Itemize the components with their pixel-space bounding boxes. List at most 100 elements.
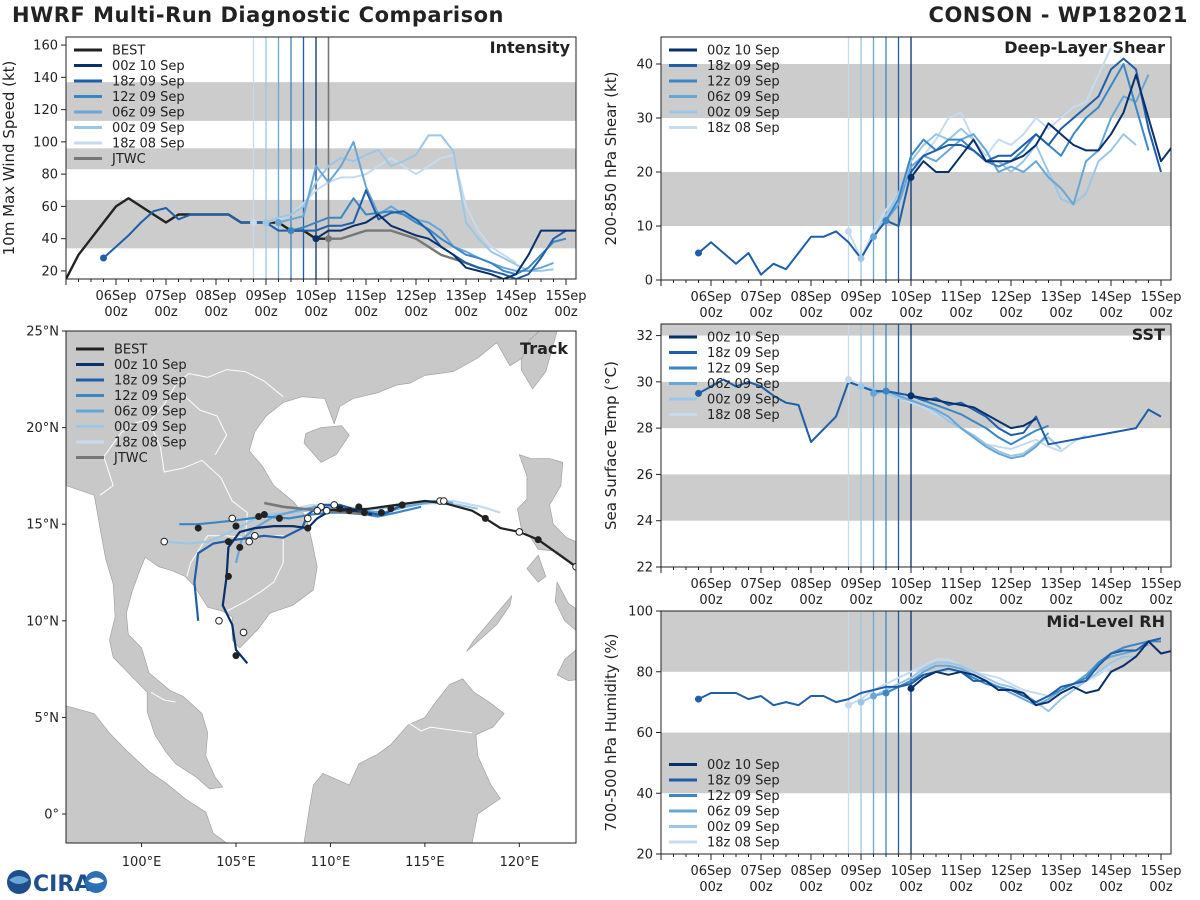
intensity-ytick-label-7: 160 <box>33 39 58 54</box>
intensity-xtick-label-hour-3: 00z <box>254 305 278 320</box>
rh-ytick-label-1: 40 <box>636 787 653 802</box>
shear-xtick-label-hour-9: 00z <box>1149 306 1173 321</box>
sst-xtick-label-hour-4: 00z <box>899 593 923 608</box>
track-frame <box>65 330 577 844</box>
intensity-init-dot-4 <box>262 219 270 227</box>
shear-ytick-label-4: 40 <box>636 58 653 73</box>
shear-ytick-label-3: 30 <box>636 112 653 127</box>
intensity-init-dot-5 <box>250 219 257 227</box>
track-lon-label-0: 100°E <box>122 855 162 870</box>
intensity-ytick-label-4: 100 <box>33 135 58 150</box>
rh-xtick-label-day-1: 07Sep <box>740 864 781 879</box>
sst-xtick-label-day-5: 11Sep <box>940 577 981 592</box>
rh-xtick-label-day-4: 10Sep <box>890 864 931 879</box>
shear-init-dot-4 <box>857 254 865 262</box>
best-point-1 <box>534 536 542 544</box>
rh-series-0 <box>910 640 1171 707</box>
track-point-0 <box>224 572 232 580</box>
intensity-legend-label-2: 18z 09 Sep <box>112 75 185 90</box>
sst-init-dot-0 <box>907 392 915 400</box>
shear-frame <box>660 36 1172 281</box>
intensity-xtick-label-day-4: 10Sep <box>295 289 336 304</box>
intensity-panel: 2040608010012014016006Sep00z07Sep00z08Se… <box>0 36 587 320</box>
country-border-2 <box>182 394 228 455</box>
track-lat-label-5: 25°N <box>26 325 59 340</box>
track-lat-label-2: 10°N <box>26 614 59 629</box>
rh-legend-label-0: 00z 10 Sep <box>707 758 780 773</box>
shear-init-dot-1 <box>695 249 702 257</box>
shear-xtick-label-hour-3: 00z <box>849 306 873 321</box>
rh-plot-area <box>661 611 1171 854</box>
shear-legend-label-4: 00z 09 Sep <box>707 106 780 121</box>
intensity-ytick-label-2: 60 <box>41 200 58 215</box>
track-map-area <box>66 331 576 843</box>
sst-title: SST <box>1132 325 1165 344</box>
intensity-legend-label-5: 00z 09 Sep <box>112 121 185 136</box>
track-lat-label-1: 5°N <box>35 711 60 726</box>
track-point-6 <box>275 514 283 522</box>
intensity-xtick-label-day-2: 08Sep <box>195 289 236 304</box>
track-point-4 <box>194 524 202 532</box>
shear-init-dot-2 <box>882 217 890 225</box>
sst-xtick-label-day-3: 09Sep <box>840 577 881 592</box>
intensity-legend-label-7: JTWC <box>111 152 146 167</box>
track-point-10 <box>232 522 240 530</box>
land-mass-3 <box>303 425 350 463</box>
best-point-6 <box>304 524 312 532</box>
rh-xtick-label-day-0: 06Sep <box>690 864 731 879</box>
shear-series-0 <box>910 73 1171 179</box>
sst-ylabel: Sea Surface Temp (°C) <box>602 361 620 530</box>
track-open-point-8 <box>303 514 312 523</box>
intensity-legend-label-0: BEST <box>112 44 145 59</box>
intensity-init-dot-0 <box>312 235 320 243</box>
intensity-band-1 <box>66 148 576 170</box>
shear-ytick-label-0: 0 <box>645 274 653 289</box>
sst-plot-area <box>661 324 1171 567</box>
rh-xtick-label-hour-7: 00z <box>1049 880 1073 895</box>
sst-legend-label-2: 12z 09 Sep <box>707 362 780 377</box>
sst-xtick-label-day-8: 14Sep <box>1090 577 1131 592</box>
sst-xtick-label-hour-5: 00z <box>949 593 973 608</box>
rh-ytick-label-4: 100 <box>628 605 653 620</box>
sst-xtick-label-hour-6: 00z <box>999 593 1023 608</box>
intensity-ytick-label-3: 80 <box>41 168 58 183</box>
shear-xtick-label-hour-4: 00z <box>899 306 923 321</box>
intensity-xtick-label-day-7: 13Sep <box>445 289 486 304</box>
sst-ytick-label-2: 26 <box>636 468 653 483</box>
shear-series-3 <box>872 74 1150 238</box>
rh-xtick-label-day-7: 13Sep <box>1040 864 1081 879</box>
rh-xtick-label-day-3: 09Sep <box>840 864 881 879</box>
sst-legend-label-1: 18z 09 Sep <box>707 346 780 361</box>
track-lon-label-3: 115°E <box>405 855 445 870</box>
track-legend-label-5: 00z 09 Sep <box>114 420 187 435</box>
sst-xtick-label-hour-1: 00z <box>749 593 773 608</box>
sst-init-dot-4 <box>857 382 865 390</box>
intensity-series-5 <box>253 153 517 264</box>
track-point-11 <box>255 512 263 520</box>
track-line-3 <box>234 499 454 564</box>
sst-ytick-label-1: 24 <box>636 514 653 529</box>
shear-xtick-label-day-4: 10Sep <box>890 290 931 305</box>
track-best-line <box>320 499 576 568</box>
best-open-point-1 <box>515 528 524 536</box>
shear-xtick-label-day-2: 08Sep <box>790 290 831 305</box>
sst-init-dot-3 <box>870 389 877 397</box>
shear-init-dot-3 <box>870 233 877 241</box>
sst-ytick-label-0: 22 <box>636 561 653 576</box>
track-lat-label-0: 0° <box>44 808 59 823</box>
intensity-xtick-label-hour-9: 00z <box>554 305 578 320</box>
rh-xtick-label-hour-5: 00z <box>949 880 973 895</box>
intensity-xtick-label-day-8: 14Sep <box>495 289 536 304</box>
shear-xtick-label-day-3: 09Sep <box>840 290 881 305</box>
shear-plot-area <box>661 37 1171 280</box>
intensity-legend-label-3: 12z 09 Sep <box>112 90 185 105</box>
track-lon-label-4: 120°E <box>500 855 540 870</box>
track-map-panel: 0° 5°N 10°N 15°N 20°N 25°N 100°E 105°E 110°E 115°… <box>26 325 577 870</box>
sst-panel: 22242628303206Sep00z07Sep00z08Sep00z09Se… <box>602 323 1182 608</box>
sst-band-0 <box>661 474 1171 521</box>
shear-xtick-label-hour-1: 00z <box>749 306 773 321</box>
sst-xtick-label-day-4: 10Sep <box>890 577 931 592</box>
track-point-8 <box>377 509 385 517</box>
intensity-xtick-label-hour-5: 00z <box>354 305 378 320</box>
rh-band-0 <box>661 732 1171 794</box>
